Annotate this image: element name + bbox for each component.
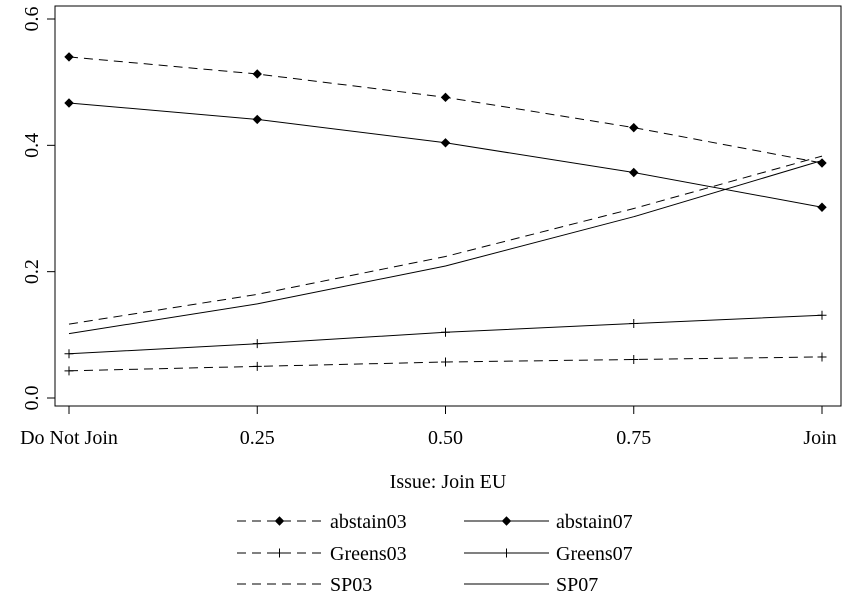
diamond-marker bbox=[252, 114, 262, 125]
legend-item: Greens03 bbox=[237, 543, 407, 565]
plus-marker bbox=[817, 352, 827, 362]
diamond-marker bbox=[64, 52, 74, 62]
x-tick-label: 0.50 bbox=[428, 427, 463, 449]
plus-marker bbox=[275, 548, 284, 558]
legend-label: abstain07 bbox=[556, 511, 633, 533]
legend-item: SP03 bbox=[237, 574, 372, 596]
diamond-marker bbox=[501, 516, 512, 526]
series-greens07 bbox=[64, 310, 827, 359]
diamond-marker bbox=[440, 92, 451, 103]
x-axis-title: Issue: Join EU bbox=[390, 471, 507, 493]
series-greens03 bbox=[64, 352, 827, 376]
plus-marker bbox=[252, 361, 262, 371]
y-tick-label: 0.2 bbox=[21, 259, 43, 284]
plus-marker bbox=[252, 339, 262, 349]
diamond-marker bbox=[817, 158, 827, 168]
legend-label: SP03 bbox=[330, 574, 372, 596]
plot-frame bbox=[54, 5, 842, 407]
series-line bbox=[68, 155, 823, 325]
diamond-marker bbox=[274, 516, 285, 526]
x-tick-label: Do Not Join bbox=[20, 427, 118, 449]
x-axis: Do Not Join 0.25 0.50 0.75 Join bbox=[20, 405, 837, 449]
legend-item: SP07 bbox=[464, 574, 598, 596]
legend: abstain03 abstain07 Greens03 Greens07 SP03 SP… bbox=[237, 511, 633, 596]
legend-item: Greens07 bbox=[464, 543, 633, 565]
y-tick-label: 0.0 bbox=[21, 386, 43, 411]
series-line bbox=[68, 160, 823, 335]
legend-item: abstain03 bbox=[237, 511, 407, 533]
series-sp07 bbox=[68, 160, 823, 335]
diamond-marker bbox=[252, 69, 262, 79]
x-tick-label: 0.75 bbox=[616, 427, 651, 449]
series-abstain07 bbox=[64, 98, 827, 212]
legend-label: abstain03 bbox=[330, 511, 407, 533]
series-layer bbox=[64, 52, 827, 376]
series-abstain03 bbox=[64, 52, 827, 168]
legend-label: Greens03 bbox=[330, 543, 407, 565]
plus-marker bbox=[502, 548, 511, 558]
y-tick-label: 0.6 bbox=[21, 7, 43, 32]
diamond-marker bbox=[64, 98, 74, 108]
plus-marker bbox=[441, 327, 450, 337]
plus-marker bbox=[629, 318, 639, 328]
x-tick-label: 0.25 bbox=[240, 427, 275, 449]
diamond-marker bbox=[629, 122, 639, 133]
legend-label: Greens07 bbox=[556, 543, 633, 565]
diamond-marker bbox=[817, 202, 827, 212]
plus-marker bbox=[629, 354, 639, 364]
x-tick-label: Join bbox=[803, 427, 836, 449]
diamond-marker bbox=[440, 138, 451, 148]
plus-marker bbox=[64, 349, 74, 359]
diamond-marker bbox=[629, 167, 639, 178]
series-line bbox=[68, 102, 823, 208]
plus-marker bbox=[441, 357, 450, 367]
y-tick-label: 0.4 bbox=[21, 133, 43, 158]
legend-item: abstain07 bbox=[464, 511, 633, 533]
legend-label: SP07 bbox=[556, 574, 598, 596]
y-axis: 0.0 0.2 0.4 0.6 bbox=[21, 7, 56, 411]
plus-marker bbox=[64, 366, 74, 376]
plus-marker bbox=[817, 310, 827, 320]
series-sp03 bbox=[68, 155, 823, 325]
